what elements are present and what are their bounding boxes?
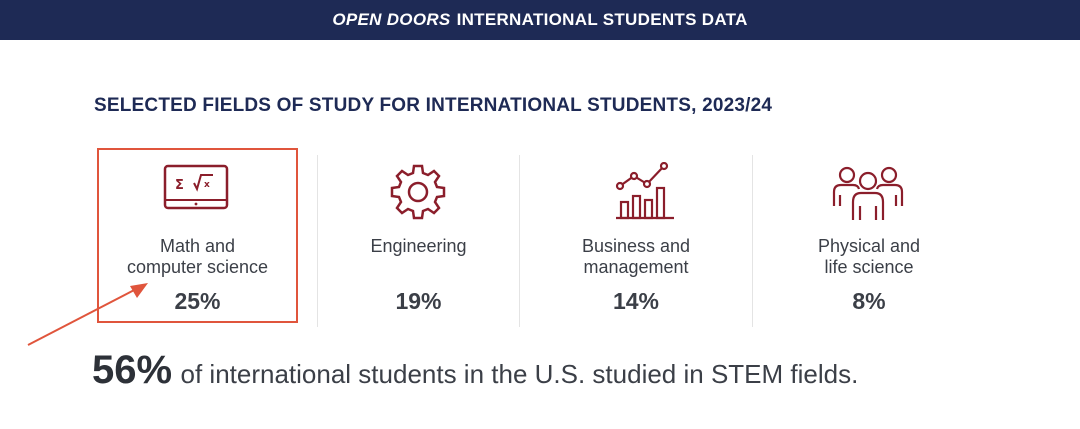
summary-percent: 56% — [92, 348, 173, 392]
field-label: Physical and life science — [817, 236, 921, 277]
field-card-math-cs: Σ x Math and computer science 25% — [97, 150, 298, 322]
divider — [317, 155, 318, 327]
divider — [519, 155, 520, 327]
banner-italic-title: OPEN DOORS — [332, 10, 451, 29]
top-banner: OPEN DOORS INTERNATIONAL STUDENTS DATA — [0, 0, 1080, 40]
math-laptop-icon: Σ x — [161, 162, 231, 225]
section-heading: SELECTED FIELDS OF STUDY FOR INTERNATION… — [94, 95, 773, 116]
banner-title: INTERNATIONAL STUDENTS DATA — [456, 10, 748, 29]
bar-chart-icon — [614, 161, 676, 227]
svg-text:Σ: Σ — [175, 178, 184, 193]
gear-icon — [388, 162, 448, 227]
svg-text:x: x — [204, 180, 210, 190]
field-label: Math and computer science — [126, 236, 269, 277]
field-card-engineering: Engineering 19% — [318, 150, 519, 322]
field-card-business: Business and management 14% — [520, 150, 752, 322]
field-percent: 14% — [612, 288, 660, 314]
summary-statement: 56% of international students in the U.S… — [92, 348, 858, 393]
field-percent: 8% — [852, 288, 886, 314]
field-card-science: Physical and life science 8% — [753, 150, 985, 322]
divider — [752, 155, 753, 327]
people-group-icon — [831, 162, 905, 227]
field-label: Business and management — [581, 236, 691, 277]
field-label: Engineering — [370, 236, 467, 256]
summary-text: of international students in the U.S. st… — [180, 359, 859, 389]
field-percent: 19% — [395, 288, 442, 314]
highlight-box — [97, 148, 298, 323]
field-percent: 25% — [174, 288, 221, 314]
